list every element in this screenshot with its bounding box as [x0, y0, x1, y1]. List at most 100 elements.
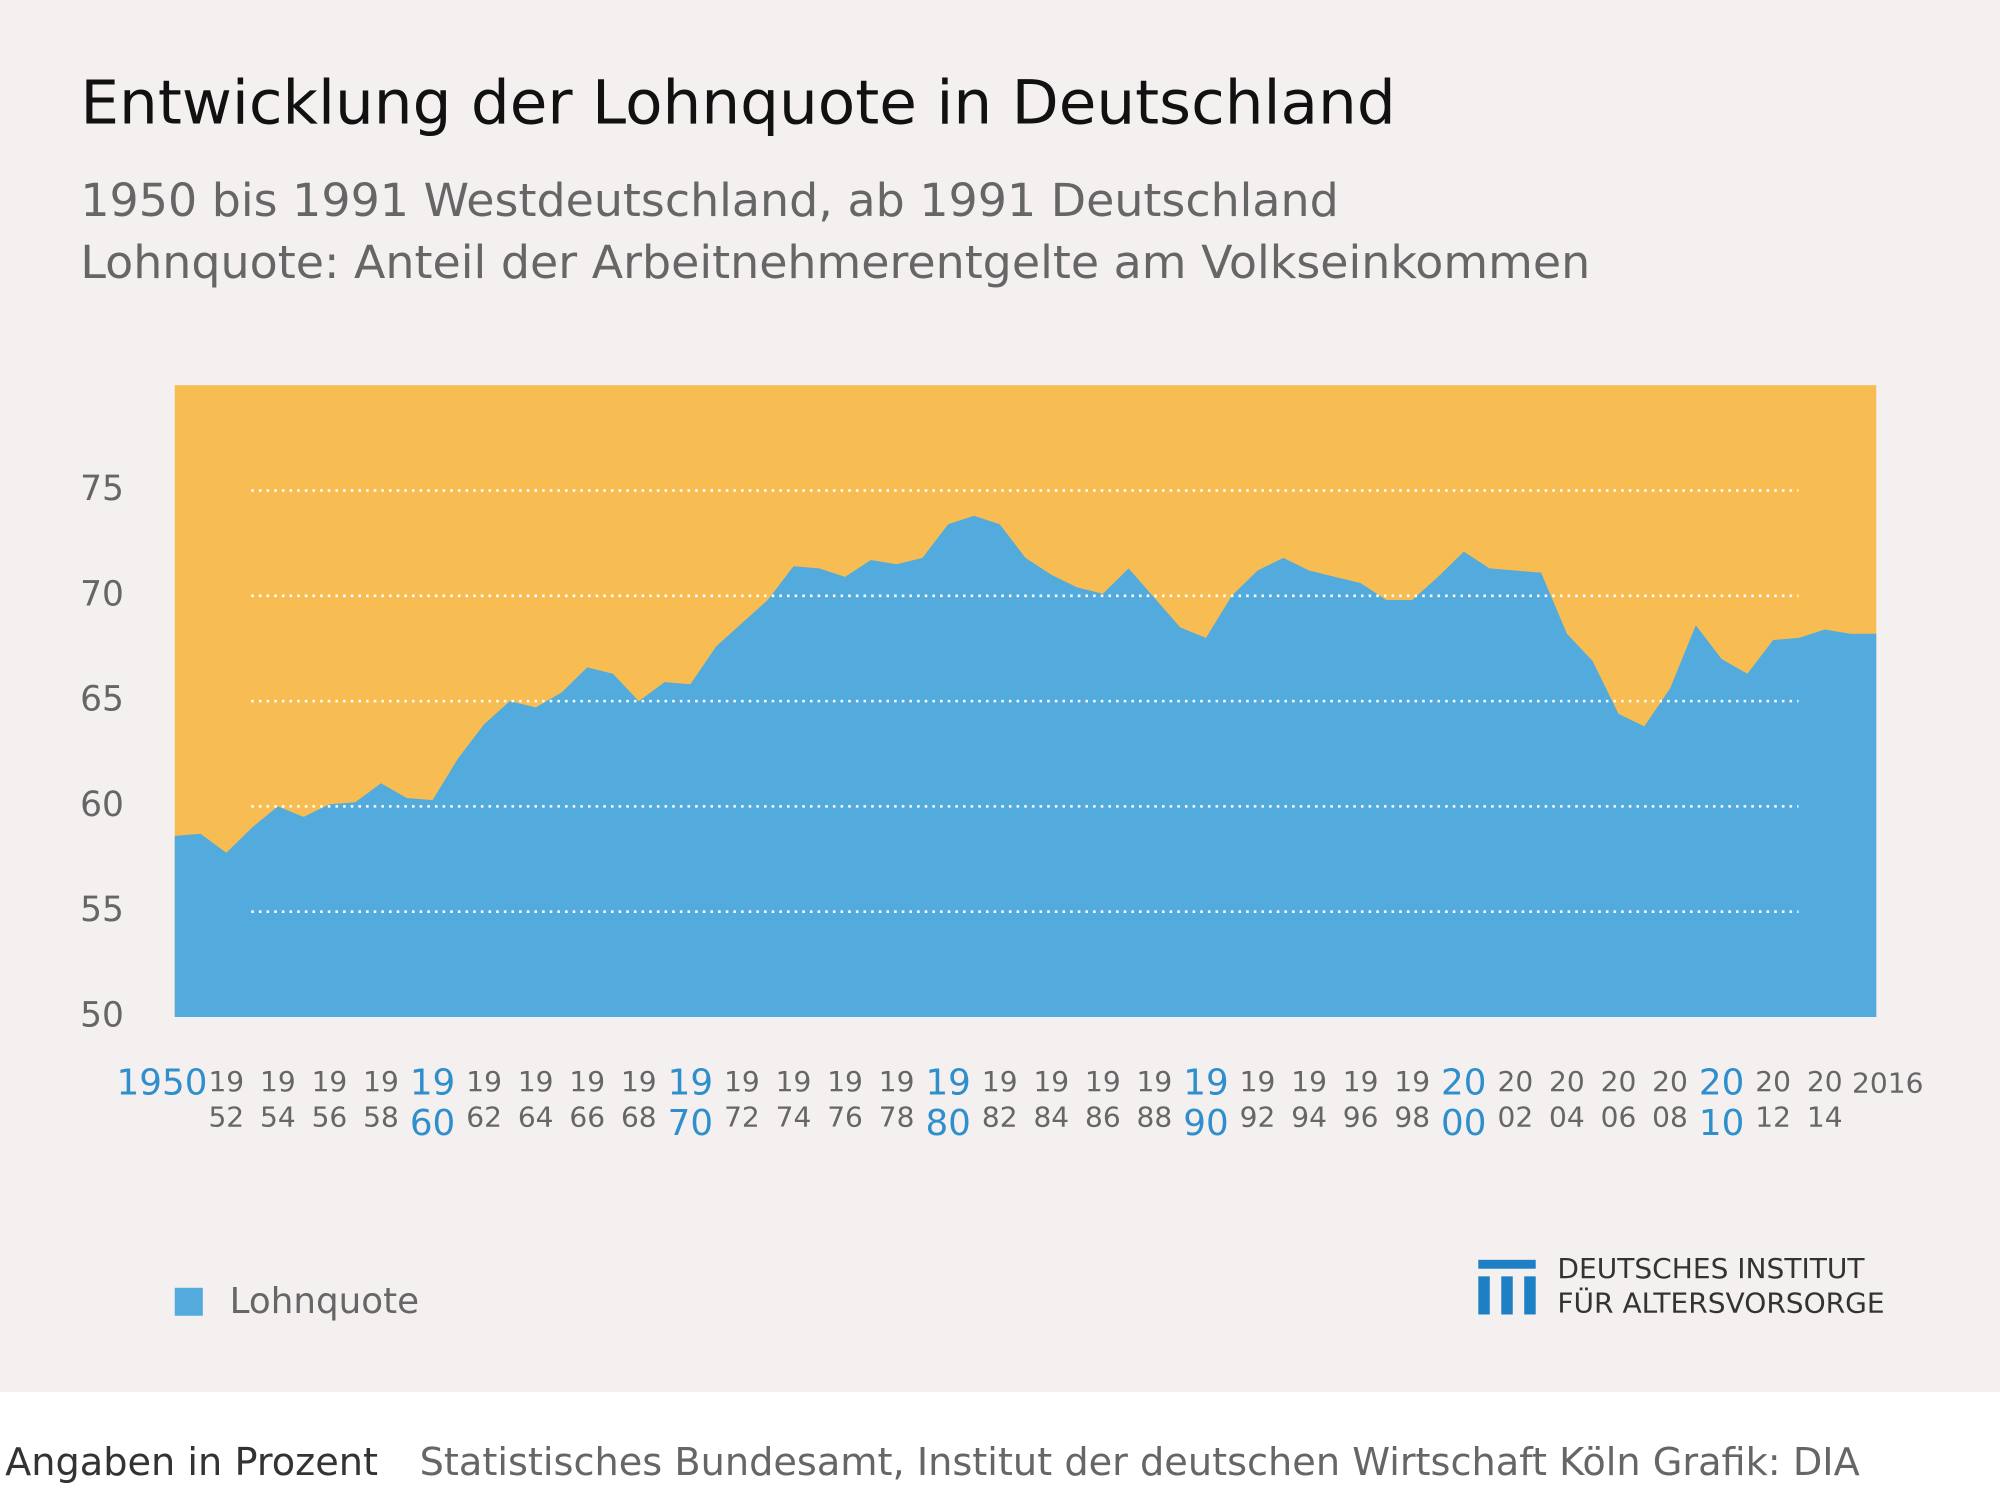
x-tick-label: 19 — [724, 1065, 760, 1098]
logo-text: FÜR ALTERSVORSORGE — [1557, 1285, 1884, 1319]
logo: DEUTSCHES INSTITUT FÜR ALTERSVORSORGE — [1478, 1252, 1885, 1319]
x-tick-label: 19 — [879, 1065, 915, 1098]
x-tick-label: 20 — [1652, 1065, 1688, 1098]
chart-subtitle: 1950 bis 1991 Westdeutschland, ab 1991 D… — [80, 173, 1338, 227]
x-tick-label: 96 — [1343, 1101, 1379, 1134]
x-tick-label: 04 — [1549, 1101, 1585, 1134]
x-tick-label: 70 — [668, 1103, 713, 1144]
x-tick-label: 66 — [569, 1101, 605, 1134]
x-tick-label: 19 — [827, 1065, 863, 1098]
y-tick-label: 65 — [80, 680, 124, 720]
x-tick-label: 19 — [925, 1062, 970, 1103]
x-tick-label: 20 — [1441, 1062, 1486, 1103]
legend-swatch — [174, 1287, 203, 1316]
x-tick-label: 19 — [1183, 1062, 1228, 1103]
x-tick-label: 72 — [724, 1101, 760, 1134]
x-tick-label: 14 — [1807, 1101, 1843, 1134]
logo-bar — [1524, 1276, 1536, 1315]
x-tick-label: 20 — [1807, 1065, 1843, 1098]
x-tick-label: 20 — [1601, 1065, 1637, 1098]
chart-subtitle: Lohnquote: Anteil der Arbeitnehmerentgel… — [80, 235, 1590, 289]
x-tick-label: 76 — [827, 1101, 863, 1134]
x-tick-label: 19 — [410, 1062, 455, 1103]
x-tick-label: 64 — [518, 1101, 554, 1134]
x-tick: 2016 — [1852, 1066, 1923, 1099]
area — [174, 515, 1877, 1018]
x-tick-label: 19 — [1394, 1065, 1430, 1098]
x-tick-label: 19 — [1291, 1065, 1327, 1098]
footer-text: Angaben in Prozent — [5, 1441, 378, 1485]
x-tick-label: 19 — [518, 1065, 554, 1098]
x-tick-label: 90 — [1183, 1103, 1228, 1144]
x-tick-label: 20 — [1497, 1065, 1533, 1098]
y-tick-label: 70 — [80, 574, 124, 614]
x-tick-label: 08 — [1652, 1101, 1688, 1134]
x-tick-label: 19 — [668, 1062, 713, 1103]
x-tick-label: 02 — [1497, 1101, 1533, 1134]
x-tick-label: 10 — [1699, 1103, 1744, 1144]
logo-bar — [1478, 1276, 1490, 1315]
x-tick-label: 19 — [312, 1065, 348, 1098]
x-tick-label: 19 — [1137, 1065, 1173, 1098]
x-tick-label: 88 — [1137, 1101, 1173, 1134]
x-tick-label: 84 — [1033, 1101, 1069, 1134]
x-tick-label: 00 — [1441, 1103, 1486, 1144]
x-tick-label: 92 — [1240, 1101, 1276, 1134]
x-tick-label: 52 — [208, 1101, 244, 1134]
y-tick-label: 75 — [80, 469, 124, 509]
x-tick-label: 1950 — [117, 1062, 208, 1103]
y-tick-label: 50 — [80, 996, 124, 1036]
x-tick: 1950 — [117, 1062, 208, 1103]
x-tick-label: 20 — [1755, 1065, 1791, 1098]
x-tick-label: 54 — [260, 1101, 296, 1134]
x-tick-label: 98 — [1394, 1101, 1430, 1134]
chart-title: Entwicklung der Lohnquote in Deutschland — [80, 67, 1395, 138]
y-tick-label: 60 — [80, 785, 124, 825]
x-tick-label: 58 — [363, 1101, 399, 1134]
x-tick-label: 82 — [982, 1101, 1018, 1134]
x-tick-label: 19 — [208, 1065, 244, 1098]
x-tick-label: 86 — [1085, 1101, 1121, 1134]
x-tick-label: 19 — [569, 1065, 605, 1098]
x-tick-label: 19 — [621, 1065, 657, 1098]
x-tick-label: 2016 — [1852, 1066, 1923, 1099]
x-tick-label: 60 — [410, 1103, 455, 1144]
x-tick-label: 68 — [621, 1101, 657, 1134]
x-tick-label: 19 — [363, 1065, 399, 1098]
x-tick-label: 74 — [776, 1101, 812, 1134]
footer-band — [0, 1392, 2000, 1495]
x-tick-label: 19 — [1240, 1065, 1276, 1098]
x-tick-label: 19 — [1033, 1065, 1069, 1098]
x-tick-label: 80 — [925, 1103, 970, 1144]
logo-text: DEUTSCHES INSTITUT — [1557, 1252, 1865, 1285]
